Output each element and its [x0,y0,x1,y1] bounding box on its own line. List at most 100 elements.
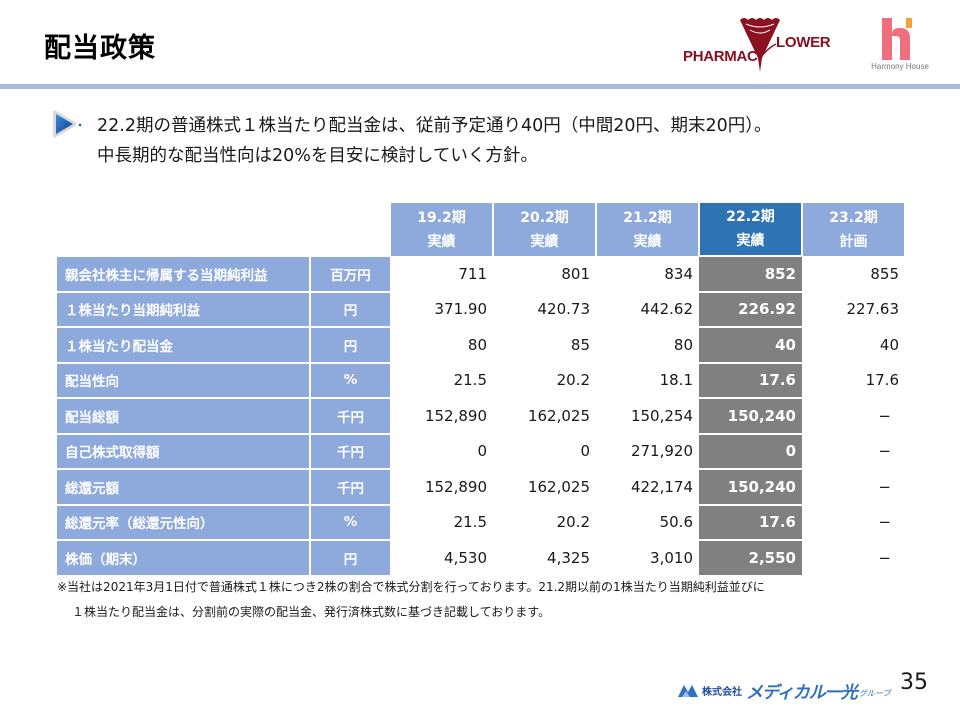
cell: 80 [390,327,493,363]
row-label: １株当たり配当金 [57,326,311,364]
cell: 85 [493,327,596,363]
table-row: 配当性向 % 21.5 20.2 18.1 17.6 17.6 [57,361,905,399]
cell: 18.1 [596,362,699,398]
row-unit: % [310,361,390,399]
row-label: 自己株式取得額 [57,432,311,470]
cell: 422,174 [596,469,699,505]
cell: 3,010 [596,540,699,576]
cell: 162,025 [493,469,596,505]
row-label: 親会社株主に帰属する当期純利益 [57,255,311,293]
row-unit: 円 [310,326,390,364]
row-label: 配当総額 [57,397,311,435]
cell-current: 150,240 [699,397,802,435]
cell: 855 [802,256,905,292]
row-unit: 円 [310,539,390,577]
cell: 801 [493,256,596,292]
cell-current: 150,240 [699,468,802,506]
cell: − [802,433,905,469]
page-title: 配当政策 [44,33,156,64]
cell: − [802,469,905,505]
flower-icon [740,18,780,72]
cell: 271,920 [596,433,699,469]
column-header-19-2: 19.2期 実績 [389,203,494,256]
cell-current: 226.92 [699,290,802,328]
cell: 711 [390,256,493,292]
cell: 20.2 [493,362,596,398]
lead-line-1: 22.2期の普通株式１株当たり配当金は、従前予定通り40円（中間20円、期末20… [97,116,772,136]
cell-current: 17.6 [699,503,802,541]
cell-current: 40 [699,326,802,364]
cell: 21.5 [390,504,493,540]
row-unit: 千円 [310,397,390,435]
cell: 4,325 [493,540,596,576]
table-header-row: 19.2期 実績 20.2期 実績 21.2期 実績 22.2期 実績 23.2期 計画 [57,203,906,256]
mountain-icon [678,685,698,697]
table-row: 総還元率（総還元性向） % 21.5 20.2 50.6 17.6 − [57,503,905,541]
cell: 20.2 [493,504,596,540]
cell-current: 0 [699,432,802,470]
table-row: １株当たり当期純利益 円 371.90 420.73 442.62 226.92… [57,290,905,328]
column-header-22-2: 22.2期 実績 [698,203,803,256]
row-label: １株当たり当期純利益 [57,290,311,328]
column-header-23-2: 23.2期 計画 [801,203,906,256]
cell: 50.6 [596,504,699,540]
pharmacy-logo-text-left: PHARMAC [683,48,758,65]
cell: 162,025 [493,398,596,434]
cell: 227.63 [802,291,905,327]
pharmacy-flower-logo: PHARMAC LOWER [680,12,840,74]
harmony-house-logo: Harmony House [858,12,938,76]
cell: 0 [493,433,596,469]
company-prefix: 株式会社 [702,686,742,698]
cell: 152,890 [390,469,493,505]
page-number: 35 [900,670,928,695]
lead-line-2: 中長期的な配当性向は20%を目安に検討していく方針。 [97,146,538,166]
table-row: 株価（期末） 円 4,530 4,325 3,010 2,550 − [57,539,905,577]
row-unit: 円 [310,290,390,328]
cell: 40 [802,327,905,363]
table-row: 自己株式取得額 千円 0 0 271,920 0 − [57,432,905,470]
cell-current: 852 [699,255,802,293]
harmony-h-icon [882,18,912,60]
cell: − [802,540,905,576]
medical-ikko-group-logo: 株式会社 メディカル一光 グループ [678,680,891,703]
column-header-20-2: 20.2期 実績 [492,203,597,256]
cell: 80 [596,327,699,363]
cell: − [802,398,905,434]
cell-current: 17.6 [699,361,802,399]
cell: 150,254 [596,398,699,434]
row-label: 配当性向 [57,361,311,399]
row-unit: 千円 [310,432,390,470]
company-name: メディカル一光 [746,682,858,703]
harmony-house-text: Harmony House [871,62,929,71]
cell: 442.62 [596,291,699,327]
table-row: 配当総額 千円 152,890 162,025 150,254 150,240 … [57,397,905,435]
pharmacy-logo-text-right: LOWER [776,34,831,51]
row-unit: 千円 [310,468,390,506]
cell: 152,890 [390,398,493,434]
row-label: 株価（期末） [57,539,311,577]
cell: 21.5 [390,362,493,398]
cell: 371.90 [390,291,493,327]
lead-text: 22.2期の普通株式１株当たり配当金は、従前予定通り40円（中間20円、期末20… [97,111,772,171]
footnote-line-2: １株当たり配当金は、分割前の実際の配当金、発行済株式数に基づき記載しております。 [72,605,551,619]
cell: 420.73 [493,291,596,327]
cell: 0 [390,433,493,469]
cell: 4,530 [390,540,493,576]
cell: 17.6 [802,362,905,398]
row-label: 総還元率（総還元性向） [57,503,311,541]
table-row: 親会社株主に帰属する当期純利益 百万円 711 801 834 852 855 [57,255,905,293]
row-unit: % [310,503,390,541]
cell: 834 [596,256,699,292]
cell: − [802,504,905,540]
header-divider [0,84,960,89]
row-unit: 百万円 [310,255,390,293]
play-arrow-bullet-icon [50,110,84,138]
table-row: １株当たり配当金 円 80 85 80 40 40 [57,326,905,364]
table-row: 総還元額 千円 152,890 162,025 422,174 150,240 … [57,468,905,506]
dividend-table: 19.2期 実績 20.2期 実績 21.2期 実績 22.2期 実績 23.2期 計画 … [57,203,906,577]
footnote-line-1: ※当社は2021年3月1日付で普通株式１株につき2株の割合で株式分割を行っており… [57,580,765,594]
company-suffix: グループ [858,688,891,698]
table-corner [57,203,390,256]
cell-current: 2,550 [699,539,802,577]
row-label: 総還元額 [57,468,311,506]
